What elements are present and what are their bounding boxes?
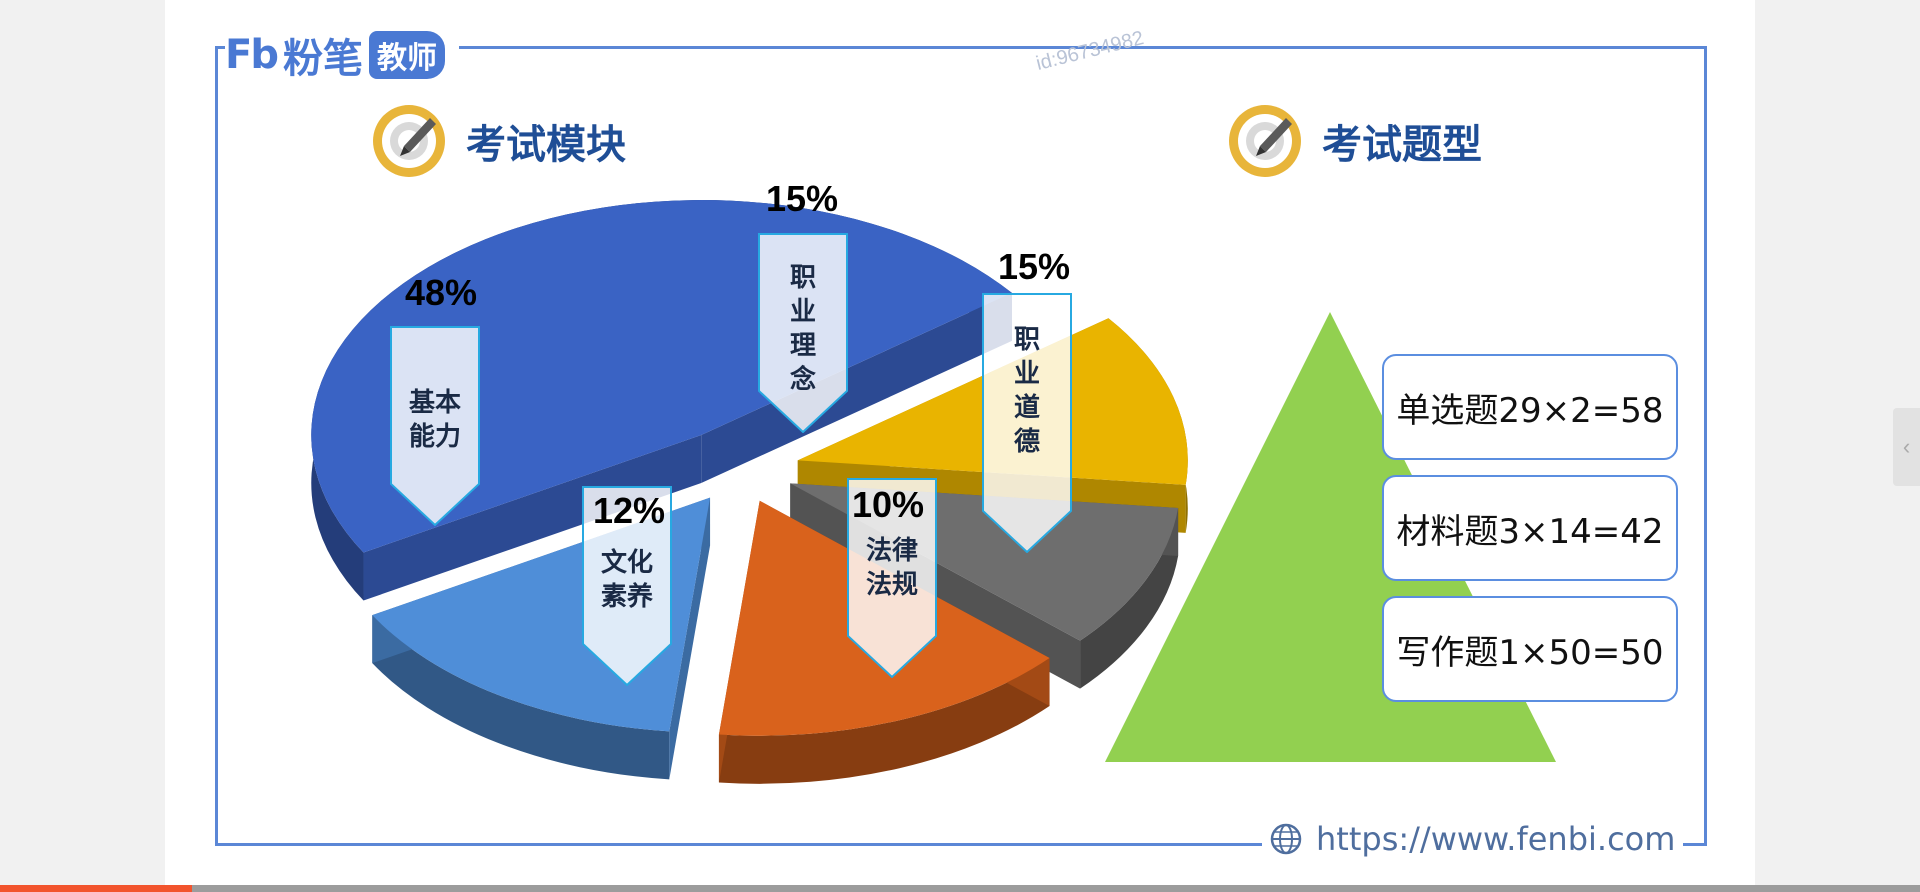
chevron-left-icon: ‹ (1902, 434, 1911, 459)
pie-callout-1: 基本 能力 (390, 326, 480, 531)
pie-slice-label-2: 文化 素养 (600, 548, 653, 612)
exam-module-title: 考试模块 (466, 122, 626, 168)
pie-slice-label-1: 基本 能力 (408, 388, 461, 452)
pie-callout-2: 文化 素养 (582, 486, 672, 691)
target-pen-icon (373, 105, 445, 177)
pie-callout-3: 法律 法规 (847, 478, 937, 683)
globe-icon (1270, 823, 1302, 855)
question-type-box-1: 单选题29×2=58 (1382, 354, 1678, 460)
pie-slice-label-3: 法律 法规 (865, 536, 918, 600)
question-type-box-3: 写作题1×50=50 (1382, 596, 1678, 702)
pie-slice-label-4: 职业道德 (1013, 325, 1040, 457)
pie-slice-percent-3: 10% (852, 484, 925, 525)
fenbi-logo: Fb 粉笔 教师 (225, 28, 459, 82)
pie-slice-percent-1: 48% (405, 272, 478, 313)
callout-arrow-1 (390, 326, 480, 527)
question-type-heading: 考试题型 (1228, 104, 1482, 178)
footer-url: https://www.fenbi.com (1262, 820, 1684, 858)
exam-module-heading: 考试模块 (372, 104, 626, 178)
video-progress-bar[interactable] (0, 885, 1920, 892)
callout-arrow-3 (847, 478, 937, 679)
pie-slice-percent-2: 12% (593, 490, 666, 531)
video-progress-fill (0, 885, 192, 892)
footer-url-text: https://www.fenbi.com (1316, 820, 1676, 858)
pie-slice-percent-5: 15% (766, 178, 839, 219)
callout-arrow-5 (758, 233, 848, 434)
pie-slice-percent-4: 15% (998, 246, 1071, 287)
pie-callout-5: 职业理念 (758, 233, 848, 438)
logo-mark: Fb (225, 32, 279, 78)
callout-arrow-2 (582, 486, 672, 687)
target-pen-icon (1229, 105, 1301, 177)
collapse-panel-button[interactable]: ‹ (1893, 408, 1920, 486)
logo-name: 粉笔 (282, 36, 363, 82)
callout-arrow-4 (982, 293, 1072, 554)
pie-callout-4: 职业道德 (982, 293, 1072, 558)
slide-frame (215, 46, 1707, 846)
question-type-box-2: 材料题3×14=42 (1382, 475, 1678, 581)
question-type-title: 考试题型 (1322, 122, 1482, 168)
pie-slice-label-5: 职业理念 (789, 263, 816, 395)
logo-badge: 教师 (368, 31, 445, 79)
